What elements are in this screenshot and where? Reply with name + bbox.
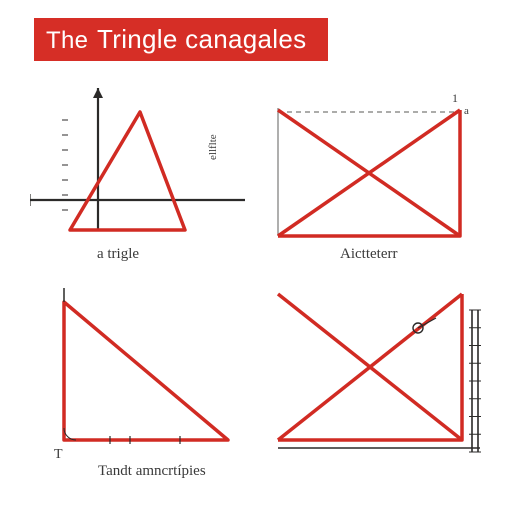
title-prefix: The (46, 27, 88, 54)
title-main: Tringle canagales (97, 24, 306, 54)
tl-triangle (70, 112, 185, 230)
title-banner: The Tringle canagales (34, 18, 328, 61)
tr-caption: Aictteterr (340, 246, 397, 262)
tl-side-label: ellflte (207, 134, 219, 160)
bl-caption: Tandt amncrtípies (98, 463, 206, 479)
tr-toplabel: 1 (452, 91, 458, 105)
tl-caption: a trigle (97, 246, 139, 262)
diagram-grid: ellflte a trigle 1a Aictteterr T Tandt amncrt… (30, 80, 490, 500)
bl-triangle (64, 302, 228, 440)
bl-vertex-label: T (54, 447, 63, 462)
diagram-svg: ellflte a trigle 1a Aictteterr T Tandt amncrt… (30, 80, 490, 500)
tr-cornerlabel: a (464, 105, 469, 117)
